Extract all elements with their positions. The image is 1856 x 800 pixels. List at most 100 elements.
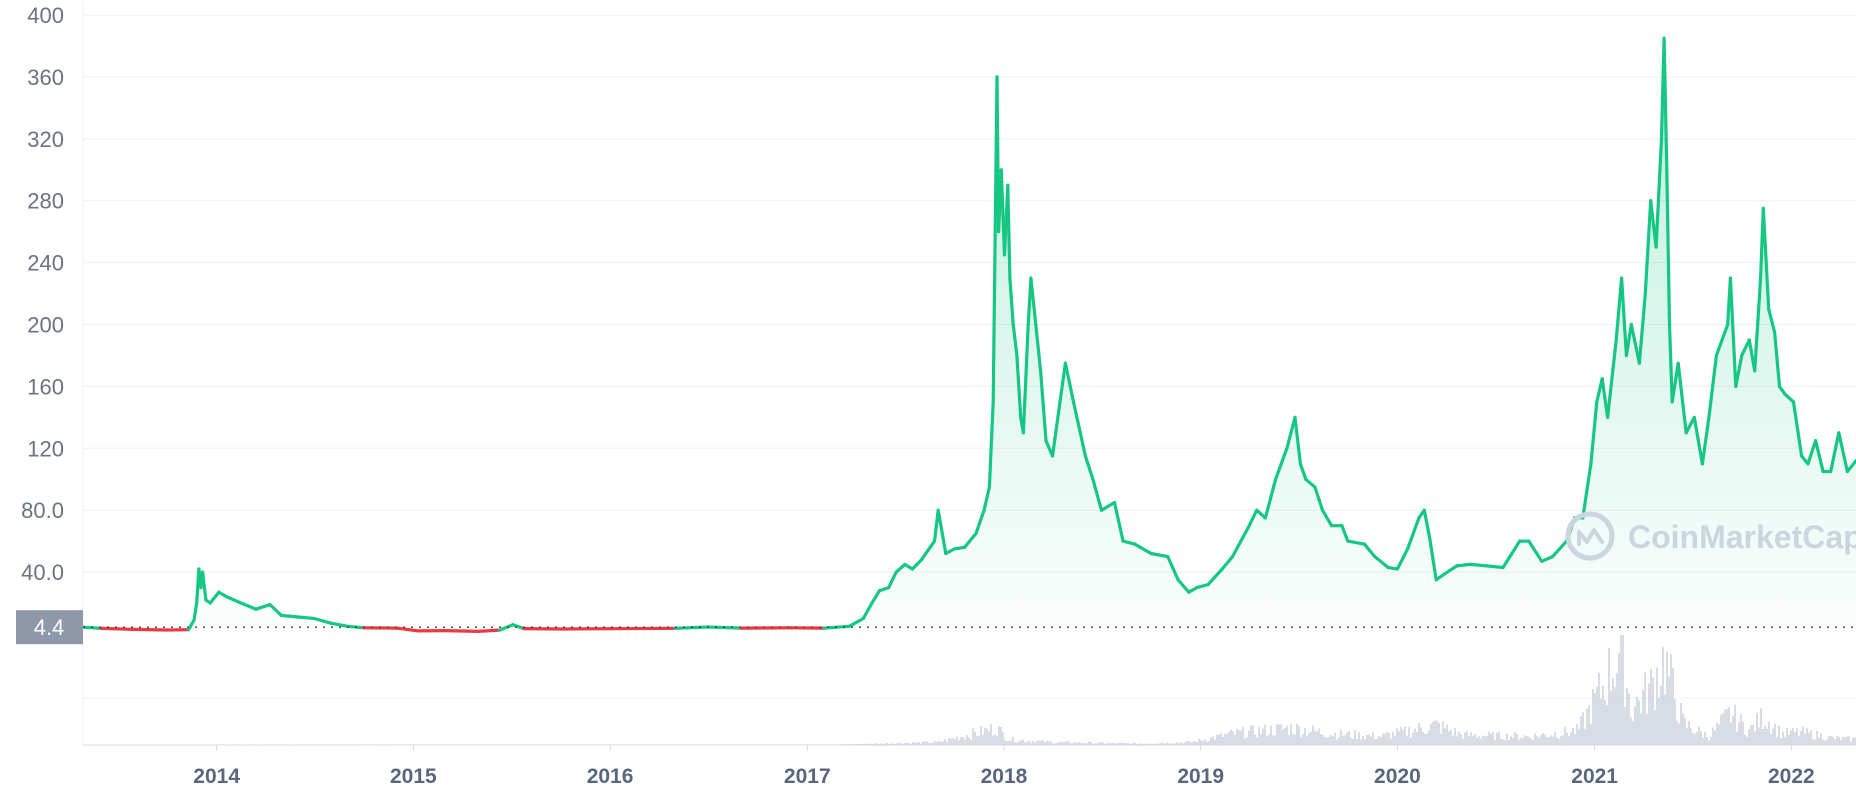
price-segment	[1063, 361, 1076, 404]
price-segment	[1605, 338, 1618, 419]
x-tick-label: 2019	[1177, 765, 1224, 788]
y-tick-label: 120	[27, 436, 64, 461]
price-segment	[1581, 462, 1593, 520]
x-tick-label: 2017	[784, 765, 831, 788]
price-segment	[1845, 459, 1856, 474]
price-segment	[1195, 582, 1210, 590]
price-segment	[1676, 361, 1688, 435]
x-tick-label: 2016	[587, 765, 634, 788]
price-segment	[1728, 276, 1738, 388]
y-tick-label: 160	[27, 374, 64, 399]
price-segment	[1600, 377, 1610, 419]
price-segment	[1422, 508, 1432, 540]
price-segment	[1099, 500, 1117, 512]
x-tick-label: 2018	[981, 765, 1028, 788]
price-segment	[296, 615, 316, 621]
price-segment	[1501, 539, 1522, 570]
price-segment	[1837, 431, 1850, 474]
coinmarketcap-logo-mark	[1577, 528, 1604, 546]
y-tick-label: 40.0	[21, 560, 64, 585]
price-segment	[1829, 431, 1841, 474]
volume-histogram	[202, 635, 1856, 745]
price-segment	[395, 626, 420, 633]
current-value-label: 4.4	[34, 615, 65, 640]
y-tick-label: 200	[27, 313, 64, 338]
price-segment	[1121, 539, 1137, 546]
price-segment	[1441, 564, 1459, 577]
price-segment	[1629, 322, 1642, 365]
price-segment	[962, 531, 978, 549]
price-segment	[254, 602, 272, 611]
current-value-badge: 4.4	[16, 610, 83, 645]
price-segment	[443, 628, 480, 634]
price-segment	[1485, 564, 1505, 570]
price-segment	[1340, 524, 1350, 543]
price-segment	[1015, 353, 1023, 419]
price-segment	[1038, 369, 1048, 443]
price-segment	[1783, 392, 1796, 404]
y-tick-label: 320	[27, 127, 64, 152]
price-segment	[1714, 322, 1730, 357]
price-segment	[1050, 400, 1062, 458]
price-segment	[910, 558, 924, 571]
price-segment	[1285, 415, 1297, 450]
price-segment	[1527, 539, 1544, 563]
price-segment	[1791, 400, 1804, 458]
price-segment	[952, 545, 967, 551]
price-segment	[919, 539, 937, 562]
price-segment	[1346, 539, 1367, 546]
y-tick-label: 80.0	[21, 498, 64, 523]
price-segment	[1540, 554, 1555, 563]
price-segment	[1304, 477, 1317, 489]
price-segment	[1149, 551, 1170, 559]
price-segment	[1362, 542, 1377, 559]
price-segment	[1255, 508, 1268, 520]
grid-lines	[82, 0, 1856, 746]
price-segment	[1320, 508, 1334, 528]
price-segment	[894, 562, 907, 574]
price-segment	[1589, 400, 1599, 466]
price-segment	[870, 589, 882, 605]
price-segment	[268, 602, 283, 618]
price-segment	[1405, 516, 1421, 551]
price-segment	[1006, 183, 1012, 280]
y-tick-label: 240	[27, 251, 64, 276]
price-segment	[1166, 554, 1180, 582]
price-segment	[132, 627, 169, 632]
price-segment	[192, 601, 199, 622]
price-segment	[1428, 536, 1438, 582]
volume-bars	[202, 635, 1856, 745]
price-segment	[861, 601, 874, 621]
coinmarketcap-watermark: CoinMarketCap	[1565, 511, 1856, 561]
price-segment	[1772, 330, 1782, 388]
price-segment	[208, 590, 221, 605]
price-segment	[1767, 307, 1777, 334]
price-segment	[1083, 454, 1095, 481]
price-segment	[1021, 322, 1030, 435]
price-segment	[1034, 322, 1043, 373]
coinmarketcap-logo-icon	[1565, 511, 1615, 561]
price-segment	[982, 485, 992, 512]
price-segment	[225, 595, 243, 605]
price-segment	[1263, 477, 1278, 520]
price-segment	[847, 616, 865, 628]
price-segment	[1753, 276, 1763, 373]
price-segment	[1230, 524, 1251, 559]
price-area	[83, 38, 1856, 628]
price-segment	[1029, 276, 1038, 327]
price-segment	[1654, 137, 1664, 249]
x-tick-label: 2021	[1571, 765, 1618, 788]
coinmarketcap-watermark-text: CoinMarketCap	[1628, 519, 1856, 555]
price-line	[81, 36, 1856, 634]
price-area-fill	[83, 38, 1856, 628]
y-tick-label: 280	[27, 189, 64, 214]
price-segment	[1220, 554, 1235, 571]
y-tick-label: 400	[27, 3, 64, 28]
price-segment	[1813, 439, 1825, 474]
price-segment	[239, 601, 258, 611]
price-segment	[1273, 446, 1289, 481]
price-segment	[877, 585, 891, 593]
price-segment	[1455, 562, 1472, 568]
y-tick-label: 360	[27, 65, 64, 90]
